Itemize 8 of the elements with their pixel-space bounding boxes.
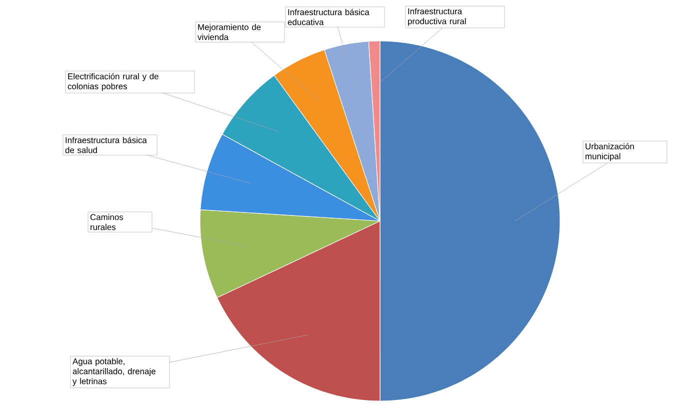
slice-label: Mejoramiento de vivienda <box>198 24 261 40</box>
slice-label: Caminos rurales <box>90 214 124 230</box>
slice-label: Agua potable, alcantarillado, drenaje y letrinas <box>72 358 156 386</box>
slice-label: Urbanización municipal <box>586 143 634 161</box>
slice-label: Infraestructura básica de salud <box>65 136 147 154</box>
slice-label: Electrificación rural y de colonias pobres <box>68 73 158 91</box>
slice-label: Infraestructura productiva rural <box>408 8 466 26</box>
slice-label: Infraestructura básica educativa <box>288 8 370 26</box>
